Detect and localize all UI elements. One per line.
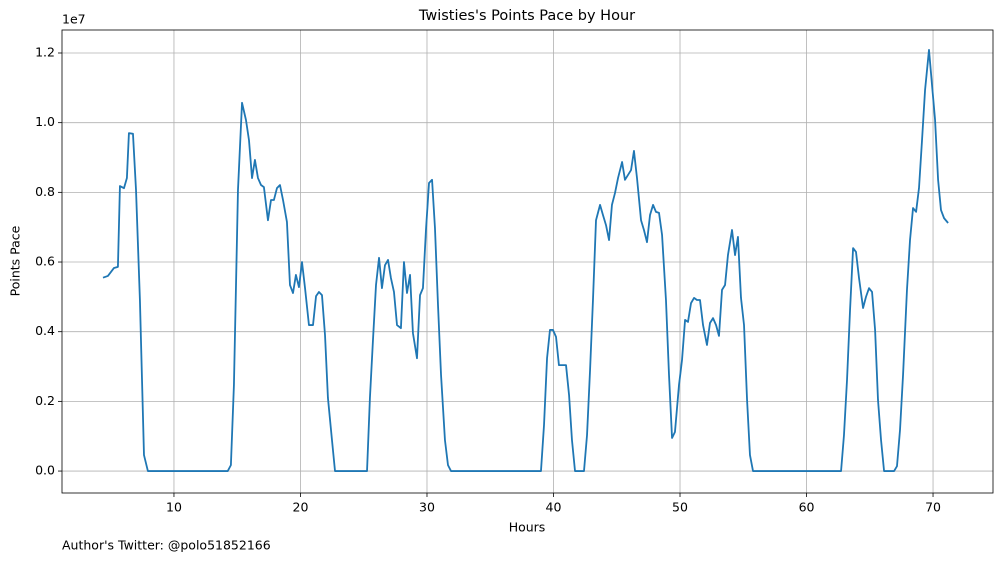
x-tick-label: 30 bbox=[419, 500, 435, 515]
plot-frame bbox=[61, 29, 994, 494]
y-tick-label: 1.0 bbox=[35, 114, 55, 129]
x-tick-label: 20 bbox=[293, 500, 309, 515]
y-axis-label: Points Pace bbox=[8, 225, 23, 296]
data-line bbox=[102, 48, 949, 472]
x-tick-label: 70 bbox=[925, 500, 941, 515]
y-tick-label: 0.4 bbox=[35, 323, 55, 338]
x-tick-label: 10 bbox=[166, 500, 182, 515]
footer: Author's Twitter: @polo51852166 bbox=[62, 538, 271, 553]
y-tick-label: 0.0 bbox=[35, 463, 55, 478]
x-tick-label: 50 bbox=[672, 500, 688, 515]
y-tick-label: 0.8 bbox=[35, 184, 55, 199]
y-tick-label: 0.2 bbox=[35, 393, 55, 408]
x-tick-label: 40 bbox=[546, 500, 562, 515]
x-axis-label: Hours bbox=[509, 520, 546, 535]
y-tick-label: 0.6 bbox=[35, 254, 55, 269]
y-tick-label: 1.2 bbox=[35, 44, 55, 59]
y-offset-label: 1e7 bbox=[62, 12, 86, 27]
x-tick-label: 60 bbox=[799, 500, 815, 515]
chart-title: Twisties's Points Pace by Hour bbox=[418, 8, 635, 24]
